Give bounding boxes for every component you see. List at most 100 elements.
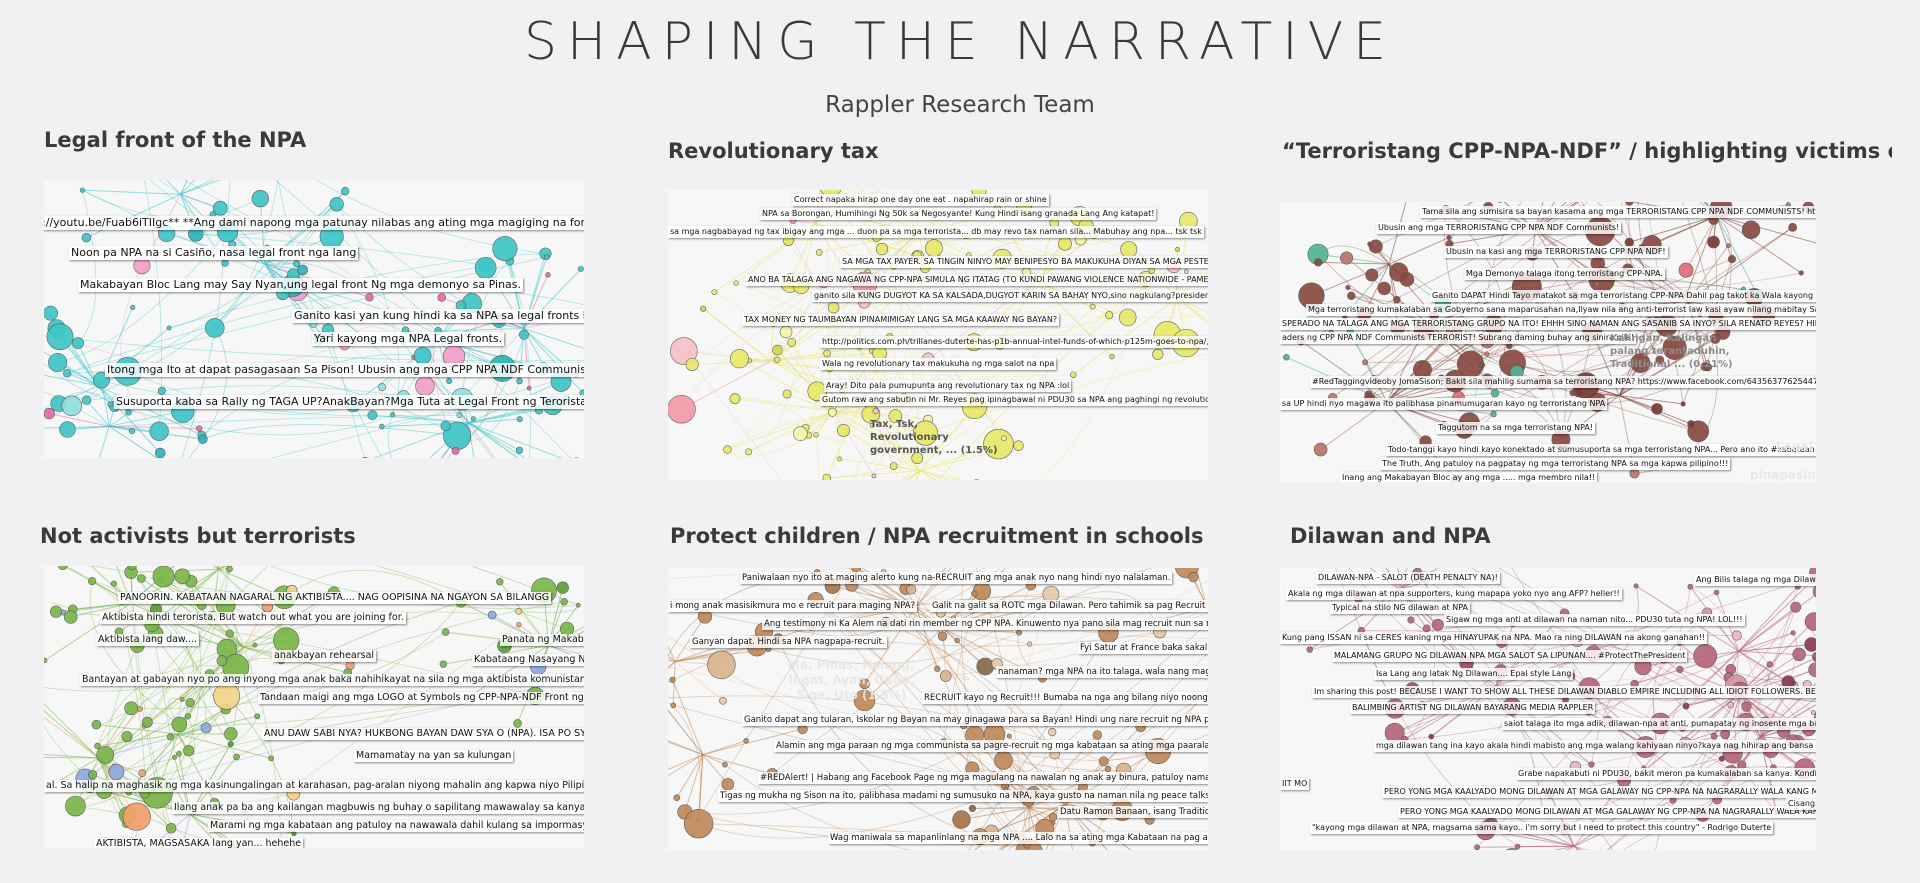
graph-node[interactable] [1377,281,1391,296]
graph-node[interactable] [121,731,133,743]
graph-node[interactable] [94,742,101,750]
graph-node[interactable] [937,631,948,641]
graph-node[interactable] [1792,647,1806,662]
graph-node[interactable] [774,356,781,363]
graph-node[interactable] [58,566,68,571]
graph-node[interactable] [1812,652,1816,659]
graph-node[interactable] [439,660,448,668]
graph-node[interactable] [81,232,92,243]
graph-node[interactable] [413,346,432,365]
graph-node[interactable] [1048,727,1057,737]
graph-node[interactable] [213,682,241,710]
graph-node[interactable] [827,407,837,417]
graph-node[interactable] [954,637,960,644]
graph-node[interactable] [171,755,177,760]
graph-node[interactable] [1491,389,1500,398]
graph-node[interactable] [1098,756,1109,767]
graph-node[interactable] [1810,710,1816,716]
graph-node[interactable] [437,293,446,302]
graph-node[interactable] [976,657,995,676]
graph-node[interactable] [994,751,1013,770]
graph-node[interactable] [1710,732,1718,740]
graph-node[interactable] [1432,618,1444,631]
graph-node[interactable] [837,423,850,437]
graph-node[interactable] [1727,701,1735,709]
graph-node[interactable] [293,260,301,268]
graph-node[interactable] [329,197,344,212]
graph-node[interactable] [1148,267,1156,274]
network-revolutionary-tax[interactable]: Correct napaka hirap one day one eat . n… [668,190,1208,480]
graph-node[interactable] [513,719,522,728]
graph-node[interactable] [221,259,229,267]
graph-node[interactable] [1283,354,1290,361]
graph-node[interactable] [63,610,78,624]
graph-node[interactable] [1710,333,1721,344]
graph-node[interactable] [787,338,797,347]
graph-node[interactable] [184,713,192,720]
graph-node[interactable] [1407,616,1415,624]
graph-node[interactable] [577,266,584,272]
graph-node[interactable] [79,187,85,193]
graph-node[interactable] [906,584,917,595]
graph-node[interactable] [1104,765,1112,773]
graph-node[interactable] [1058,236,1072,251]
graph-node[interactable] [1446,235,1452,241]
graph-node[interactable] [141,716,153,728]
graph-node[interactable] [1720,729,1731,740]
graph-node[interactable] [515,446,523,454]
graph-node[interactable] [48,352,68,373]
graph-node[interactable] [451,446,460,455]
graph-node[interactable] [822,473,832,480]
graph-node[interactable] [1013,440,1024,451]
graph-node[interactable] [1804,637,1816,652]
graph-node[interactable] [165,823,177,834]
graph-node[interactable] [1188,571,1199,583]
graph-node[interactable] [1362,359,1369,366]
graph-node[interactable] [1514,843,1521,850]
graph-node[interactable] [1804,612,1816,631]
graph-node[interactable] [1788,222,1798,232]
graph-node[interactable] [837,456,842,462]
graph-node[interactable] [518,329,529,340]
graph-node[interactable] [254,713,261,720]
graph-node[interactable] [560,598,568,606]
graph-node[interactable] [110,580,117,587]
graph-node[interactable] [911,452,924,464]
graph-node[interactable] [1651,403,1663,415]
graph-node[interactable] [44,407,55,420]
graph-node[interactable] [1594,281,1600,286]
graph-node[interactable] [128,427,136,435]
graph-node[interactable] [1313,442,1328,457]
graph-node[interactable] [379,423,385,430]
graph-node[interactable] [268,755,274,762]
graph-node[interactable] [793,426,808,441]
graph-node[interactable] [1682,702,1690,710]
graph-node[interactable] [44,305,59,321]
graph-node[interactable] [721,778,735,791]
graph-node[interactable] [912,420,939,446]
graph-node[interactable] [127,566,137,571]
graph-node[interactable] [815,249,823,256]
graph-node[interactable] [137,574,146,583]
graph-node[interactable] [683,808,714,839]
graph-node[interactable] [813,432,819,438]
graph-node[interactable] [1669,796,1677,804]
graph-node[interactable] [1790,601,1802,613]
network-legal-front[interactable]: ://youtu.be/Fuab6iTIIgc** **Ang dami nap… [44,180,584,458]
graph-node[interactable] [711,289,718,296]
graph-node[interactable] [1428,733,1435,740]
graph-node[interactable] [526,385,532,391]
graph-node[interactable] [1016,629,1023,636]
graph-node[interactable] [176,750,182,757]
graph-node[interactable] [390,412,396,418]
graph-node[interactable] [216,655,228,666]
graph-node[interactable] [212,200,228,216]
graph-node[interactable] [179,697,185,702]
graph-node[interactable] [456,412,462,418]
graph-node[interactable] [1693,644,1718,668]
graph-node[interactable] [361,457,369,458]
graph-node[interactable] [225,566,233,573]
graph-node[interactable] [107,401,114,408]
graph-node[interactable] [152,566,175,588]
graph-node[interactable] [733,280,739,286]
